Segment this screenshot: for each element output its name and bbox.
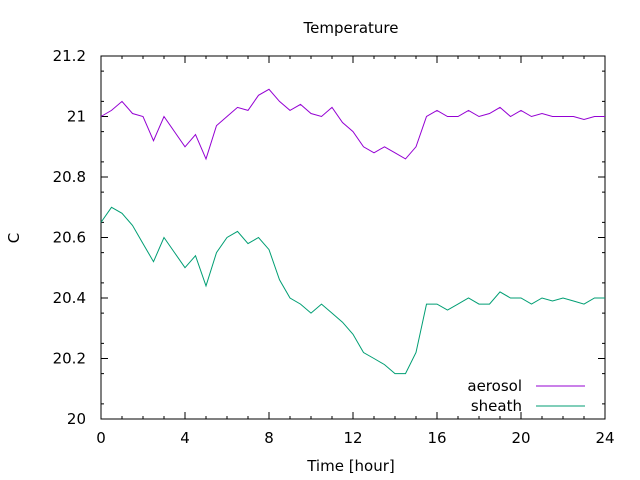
chart-title: Temperature	[302, 19, 398, 37]
x-axis: 0 4 8 12 16 20 24	[96, 56, 615, 447]
series-aerosol-line	[100, 88, 605, 161]
y-tick-label: 20	[67, 410, 86, 428]
y-tick-label: 20.6	[53, 229, 86, 247]
y-axis-label: C	[5, 233, 23, 243]
legend-label-aerosol: aerosol	[467, 377, 522, 395]
y-tick-label: 20.4	[53, 289, 86, 307]
x-tick-label: 4	[180, 429, 190, 447]
x-tick-label: 8	[264, 429, 274, 447]
x-tick-label: 16	[427, 429, 446, 447]
y-axis: 20 20.2 20.4 20.6 20.8 21 21.2	[53, 47, 605, 428]
y-tick-label: 21.2	[53, 47, 86, 65]
x-axis-label: Time [hour]	[306, 457, 395, 475]
series-layer	[100, 88, 605, 375]
y-tick-label: 20.8	[53, 168, 86, 186]
x-tick-label: 24	[595, 429, 614, 447]
plot-frame	[100, 55, 606, 420]
legend-label-sheath: sheath	[471, 397, 522, 415]
x-tick-label: 12	[343, 429, 362, 447]
series-sheath-line	[100, 206, 605, 375]
legend: aerosol sheath	[467, 377, 585, 415]
x-tick-label: 20	[511, 429, 530, 447]
x-tick-label: 0	[96, 429, 106, 447]
y-tick-label: 20.2	[53, 350, 86, 368]
y-tick-label: 21	[67, 108, 86, 126]
